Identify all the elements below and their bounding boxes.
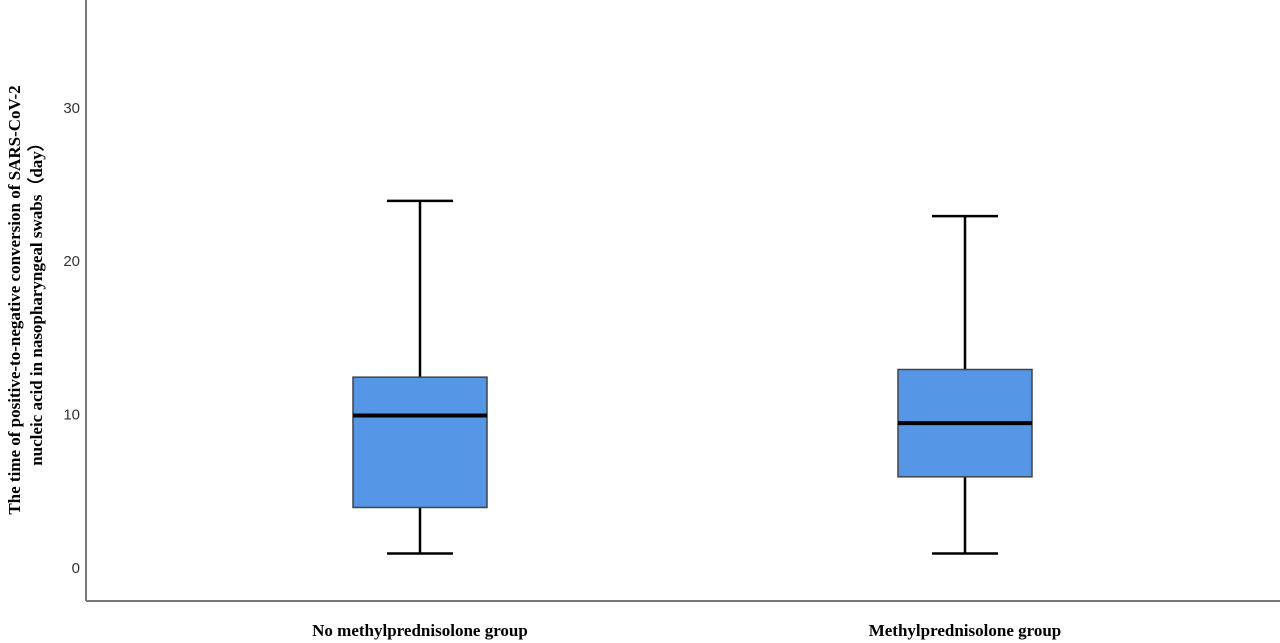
y-axis-label: nucleic acid in nasopharyngeal swabs（day… [26,134,46,466]
y-tick-label: 30 [63,100,80,117]
y-axis-label: The time of positive-to-negative convers… [5,85,24,514]
box [352,376,488,509]
y-tick-label: 0 [72,560,80,577]
x-tick-label: Methylprednisolone group [869,621,1062,640]
y-tick-label: 20 [63,253,80,270]
x-tick-label: No methylprednisolone group [312,621,528,640]
y-tick-label: 10 [63,406,80,423]
